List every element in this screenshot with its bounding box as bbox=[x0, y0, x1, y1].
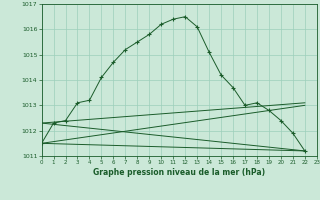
X-axis label: Graphe pression niveau de la mer (hPa): Graphe pression niveau de la mer (hPa) bbox=[93, 168, 265, 177]
